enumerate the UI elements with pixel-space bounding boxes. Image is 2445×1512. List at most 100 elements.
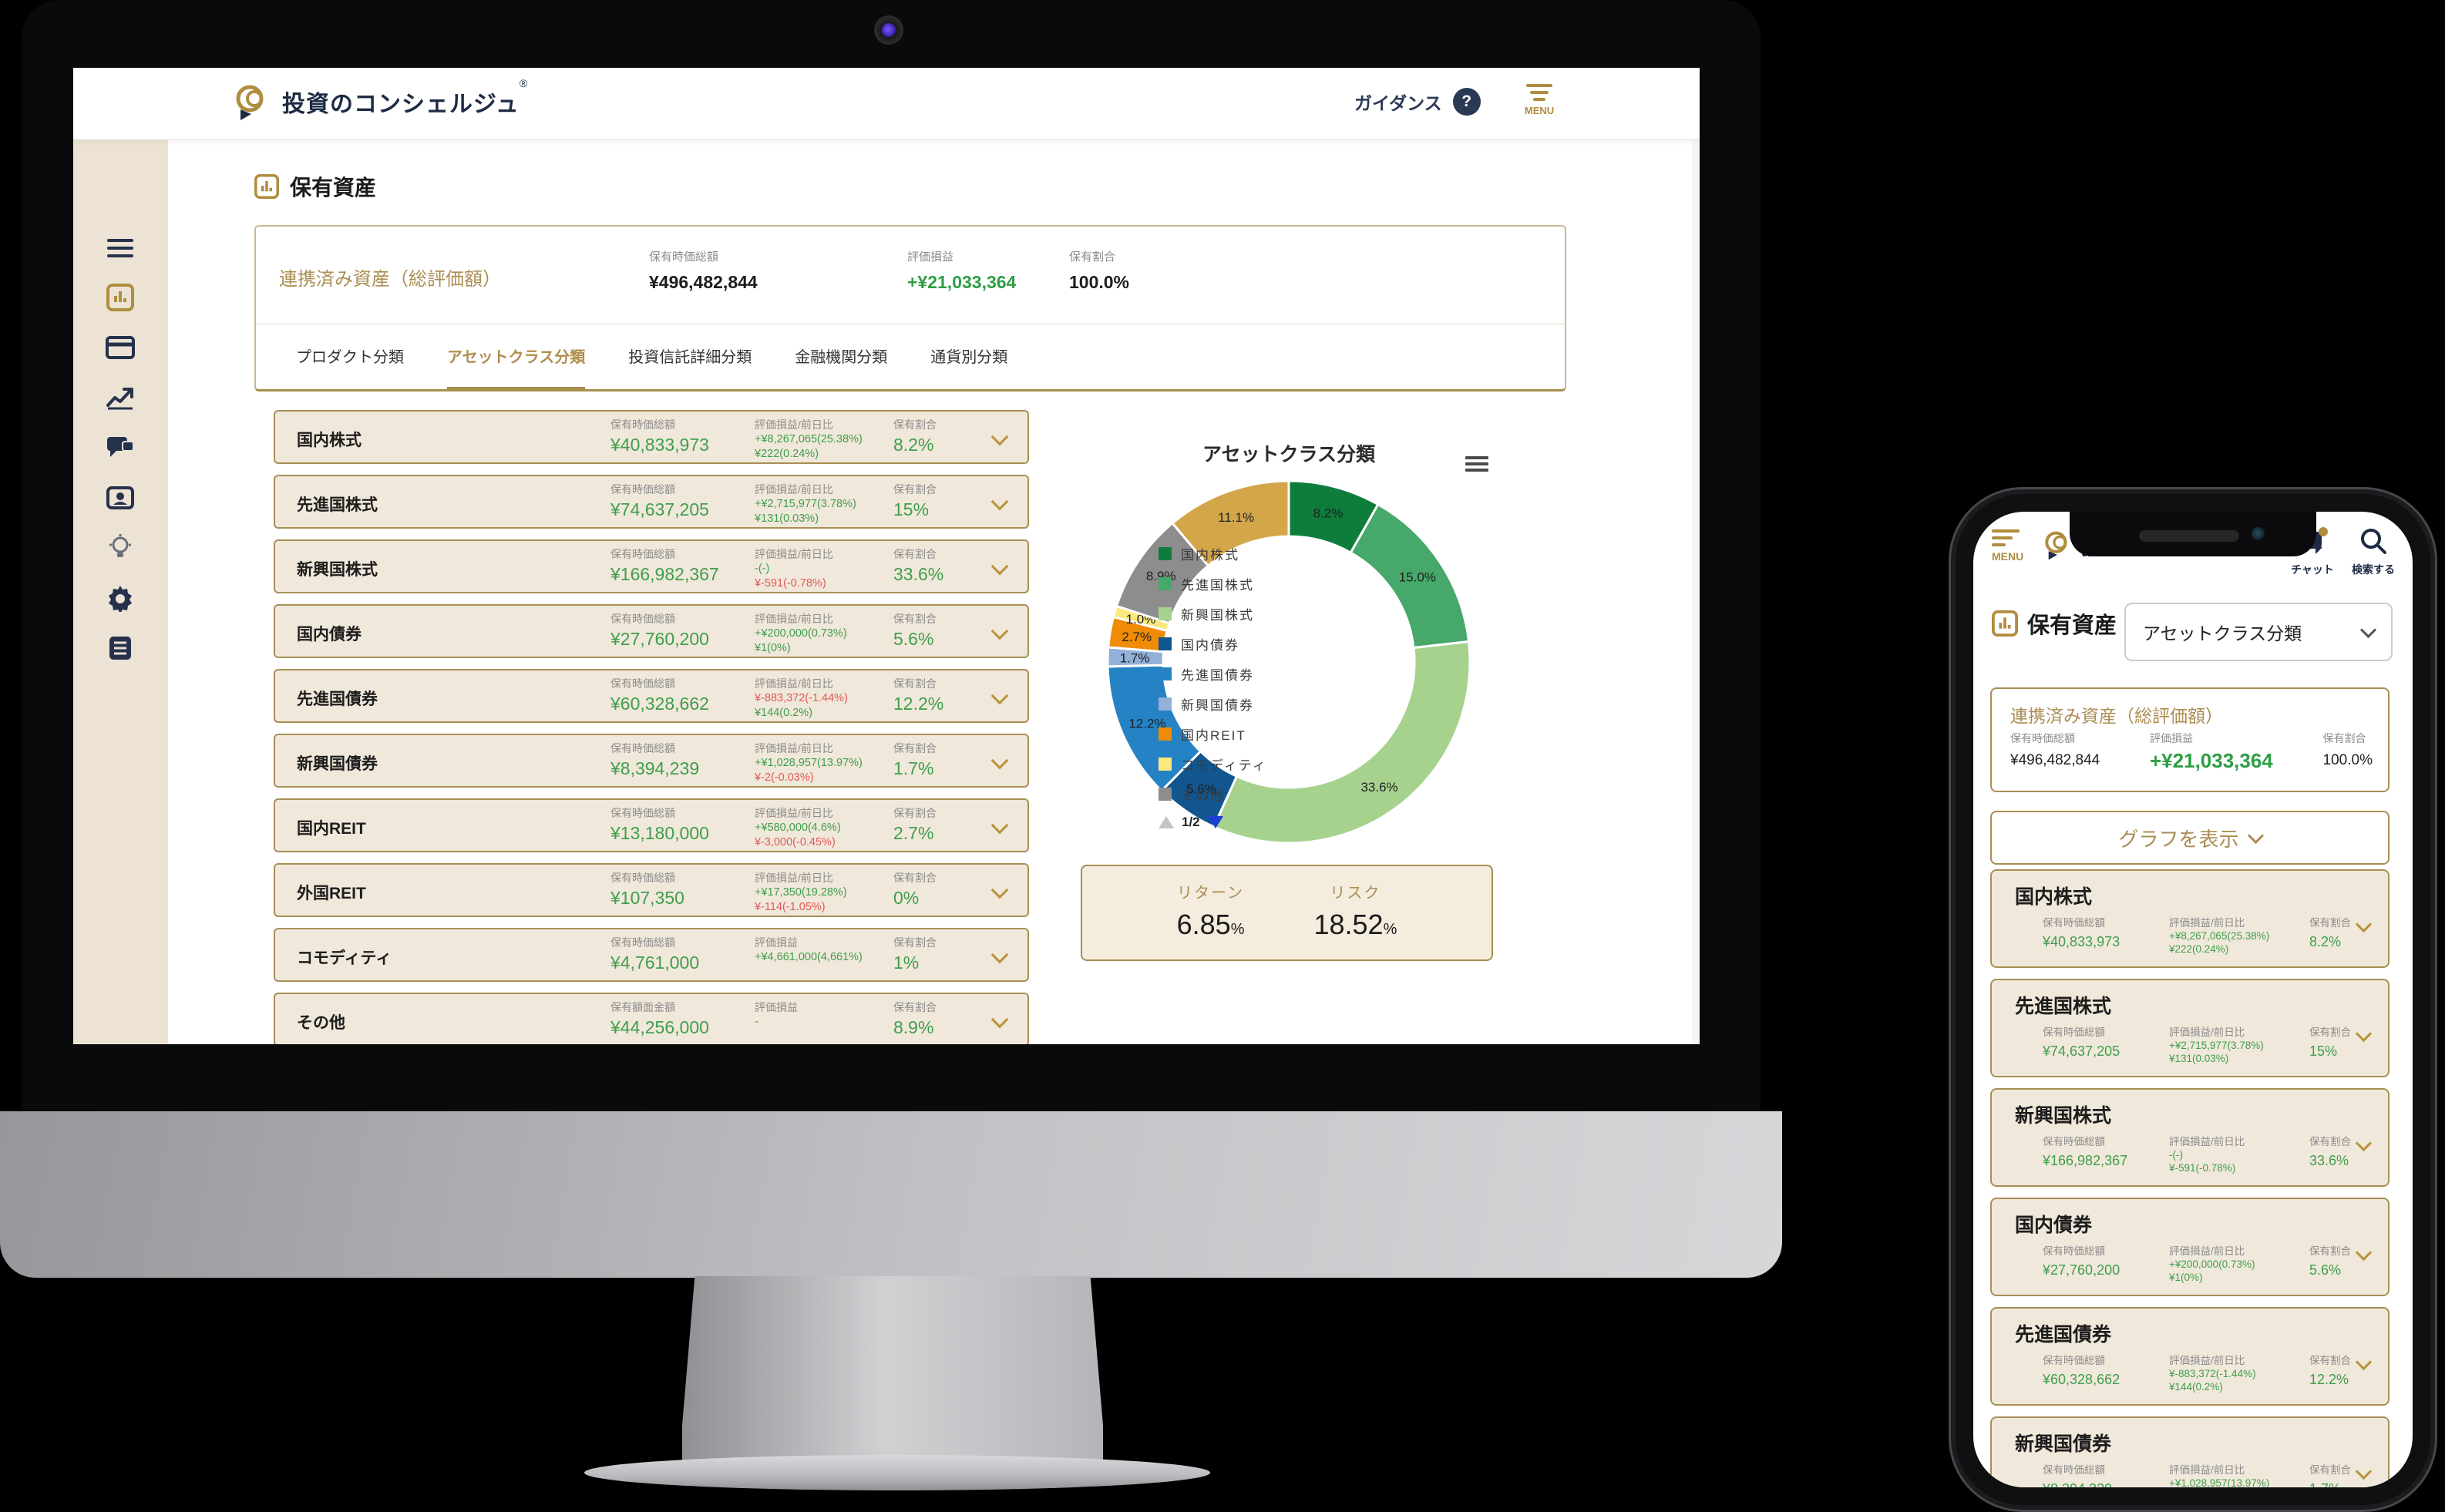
asset-name: 外国REIT — [297, 885, 366, 902]
sidebar-settings-icon[interactable] — [93, 580, 147, 617]
asset-row-4[interactable]: 先進国債券 保有時価総額 ¥60,328,662 評価損益/前日比 ¥-883,372(… — [274, 669, 1029, 723]
sidebar-account-icon[interactable] — [93, 479, 147, 516]
chevron-down-icon[interactable] — [990, 816, 1009, 835]
phone-asset-row-0[interactable]: 国内株式 保有時価総額 ¥40,833,973 評価損益/前日比 +¥8,267,065… — [1990, 869, 2390, 968]
hamburger-icon — [1516, 84, 1562, 101]
chevron-down-icon[interactable] — [2355, 1025, 2373, 1043]
chevron-down-icon[interactable] — [2355, 916, 2373, 933]
donut-slice-9[interactable] — [1170, 479, 1290, 568]
phone-search-button[interactable]: 検索する — [2346, 527, 2400, 577]
monitor-stand-base — [584, 1455, 1210, 1490]
scrollbar[interactable] — [1692, 68, 1700, 1044]
asset-row-0[interactable]: 国内株式 保有時価総額 ¥40,833,973 評価損益/前日比 +¥8,267,065… — [274, 410, 1029, 464]
legend-label: 新興国債券 — [1181, 698, 1254, 713]
legend-item-3: 国内債券 — [1159, 634, 1359, 654]
chevron-down-icon[interactable] — [990, 1010, 1009, 1029]
legend-swatch — [1159, 727, 1172, 741]
asset-profit-loss: 評価損益/前日比 +¥2,715,977(3.78%) ¥131(0.03%) — [2169, 1026, 2264, 1064]
guidance-button[interactable]: ガイダンス ? — [1354, 88, 1481, 116]
page-title-text: 保有資産 — [290, 176, 377, 200]
asset-ratio: 保有割合 0% — [893, 872, 937, 908]
asset-name: 新興国株式 — [297, 561, 378, 579]
asset-row-5[interactable]: 新興国債券 保有時価総額 ¥8,394,239 評価損益/前日比 +¥1,028,957… — [274, 734, 1029, 788]
help-icon[interactable]: ? — [1452, 88, 1481, 116]
asset-row-6[interactable]: 国内REIT 保有時価総額 ¥13,180,000 評価損益/前日比 +¥580,000… — [274, 798, 1029, 852]
sidebar-chat-icon[interactable] — [93, 429, 147, 466]
tab-1[interactable]: アセットクラス分類 — [447, 324, 586, 391]
legend-swatch — [1159, 637, 1172, 650]
sidebar-card-icon[interactable] — [93, 329, 147, 366]
menu-button[interactable]: MENU — [1516, 80, 1562, 116]
phone-frame: MENU 投資のコンシェルジュ チャット 検索する — [1949, 487, 2437, 1512]
tab-4[interactable]: 通貨別分類 — [930, 349, 1008, 366]
chevron-down-icon[interactable] — [990, 492, 1009, 511]
asset-ratio: 保有割合 12.2% — [893, 677, 944, 714]
tab-2[interactable]: 投資信託詳細分類 — [628, 349, 752, 366]
phone-summary-title: 連携済み資産（総評価額） — [2010, 706, 2223, 726]
chevron-down-icon[interactable] — [2355, 1244, 2373, 1262]
asset-profit-loss: 評価損益/前日比 +¥200,000(0.73%) ¥1(0%) — [2169, 1245, 2255, 1283]
phone-asset-row-2[interactable]: 新興国株式 保有時価総額 ¥166,982,367 評価損益/前日比 -(-) ¥-591… — [1990, 1088, 2390, 1187]
phone-speaker — [2139, 530, 2239, 542]
chevron-down-icon[interactable] — [990, 751, 1009, 770]
chevron-down-icon[interactable] — [2355, 1463, 2373, 1480]
phone-asset-row-1[interactable]: 先進国株式 保有時価総額 ¥74,637,205 評価損益/前日比 +¥2,715,97… — [1990, 979, 2390, 1077]
asset-ratio: 保有割合 8.2% — [2309, 917, 2351, 949]
desktop-screen: 投資のコンシェルジュ ® ガイダンス ? MENU — [73, 68, 1700, 1044]
asset-profit-loss: 評価損益/前日比 ¥-883,372(-1.44%) ¥144(0.2%) — [2169, 1355, 2256, 1393]
legend-label: コモディティ — [1181, 758, 1267, 773]
asset-amount: 保有時価総額¥8,394,239 — [610, 742, 700, 778]
asset-amount: 保有時価総額 ¥60,328,662 — [610, 677, 709, 714]
app-logo[interactable]: 投資のコンシェルジュ ® — [231, 77, 527, 122]
risk-block: リスク 18.52% — [1313, 885, 1397, 940]
sidebar-report-icon[interactable] — [93, 630, 147, 667]
phone-asset-row-3[interactable]: 国内債券 保有時価総額 ¥27,760,200 評価損益/前日比 +¥200,000(0… — [1990, 1198, 2390, 1296]
slice-percent-label: 1.7% — [1120, 650, 1150, 665]
asset-row-9[interactable]: その他 保有額面金額 ¥44,256,000 評価損益 - 保有割合 8.9% — [274, 993, 1029, 1044]
tab-0[interactable]: プロダクト分類 — [296, 349, 404, 366]
asset-name: 国内債券 — [297, 626, 362, 643]
asset-class-donut-chart[interactable]: 8.2%15.0%33.6%5.6%12.2%1.7%2.7%1.0%8.9%1… — [1104, 477, 1474, 847]
asset-row-8[interactable]: コモディティ 保有時価総額 ¥4,761,000 評価損益 +¥4,661,000(4,… — [274, 928, 1029, 982]
phone-page-title: 保有資産 — [1992, 607, 2117, 640]
legend-swatch — [1159, 607, 1172, 620]
chart-menu-icon[interactable] — [1465, 453, 1488, 475]
summary-profit-loss: 評価損益 +¥21,033,364 — [907, 250, 1017, 292]
chevron-down-icon[interactable] — [2355, 1134, 2373, 1152]
chevron-down-icon[interactable] — [990, 622, 1009, 640]
phone-asset-row-4[interactable]: 先進国債券 保有時価総額 ¥60,328,662 評価損益/前日比 ¥-883,372(… — [1990, 1307, 2390, 1406]
chevron-down-icon[interactable] — [990, 881, 1009, 899]
show-graph-button[interactable]: グラフを表示 — [1990, 811, 2390, 865]
desktop-header: 投資のコンシェルジュ ® ガイダンス ? MENU — [73, 68, 1700, 140]
chevron-down-icon[interactable] — [2355, 1353, 2373, 1371]
chevron-down-icon[interactable] — [990, 687, 1009, 705]
chart-legend: 国内株式 先進国株式 新興国株式 国内債券 先進国債券 新興国債券 国内REIT コモディティ… — [1159, 544, 1359, 830]
asset-amount: 保有時価総額 ¥4,761,000 — [610, 936, 700, 973]
asset-row-2[interactable]: 新興国株式 保有時価総額 ¥166,982,367 評価損益/前日比 -(-) ¥-591… — [274, 539, 1029, 593]
sidebar-menu-icon[interactable] — [93, 230, 147, 267]
sidebar-idea-icon[interactable] — [93, 529, 147, 566]
chevron-down-icon[interactable] — [990, 428, 1009, 446]
logo-magnifier-icon — [2045, 531, 2067, 560]
asset-row-3[interactable]: 国内債券 保有時価総額 ¥27,760,200 評価損益/前日比 +¥200,000(0… — [274, 604, 1029, 658]
phone-summary-total: 保有時価総額 ¥496,482,844 — [2010, 732, 2100, 768]
asset-name: 新興国債券 — [2015, 1433, 2112, 1455]
donut-slice-2[interactable] — [1212, 640, 1471, 845]
legend-swatch — [1159, 788, 1172, 801]
sidebar-holdings-icon[interactable] — [93, 279, 147, 316]
legend-page-up-icon[interactable] — [1159, 816, 1174, 828]
classification-select-value: アセットクラス分類 — [2143, 623, 2302, 643]
sidebar-performance-icon[interactable] — [93, 379, 147, 416]
legend-page-down-icon[interactable] — [1207, 816, 1223, 828]
legend-item-2: 新興国株式 — [1159, 604, 1359, 623]
chart-title: アセットクラス分類 — [1202, 444, 1375, 465]
legend-label: 国内債券 — [1181, 638, 1239, 653]
phone-menu-button[interactable]: MENU — [1992, 526, 2035, 563]
chevron-down-icon[interactable] — [990, 946, 1009, 964]
classification-select[interactable]: アセットクラス分類 — [2124, 603, 2393, 661]
chevron-down-icon[interactable] — [990, 557, 1009, 576]
asset-row-1[interactable]: 先進国株式 保有時価総額 ¥74,637,205 評価損益/前日比 +¥2,715,97… — [274, 475, 1029, 529]
tab-3[interactable]: 金融機関分類 — [795, 349, 888, 366]
asset-row-7[interactable]: 外国REIT 保有時価総額 ¥107,350 評価損益/前日比 +¥17,350(19.… — [274, 863, 1029, 917]
